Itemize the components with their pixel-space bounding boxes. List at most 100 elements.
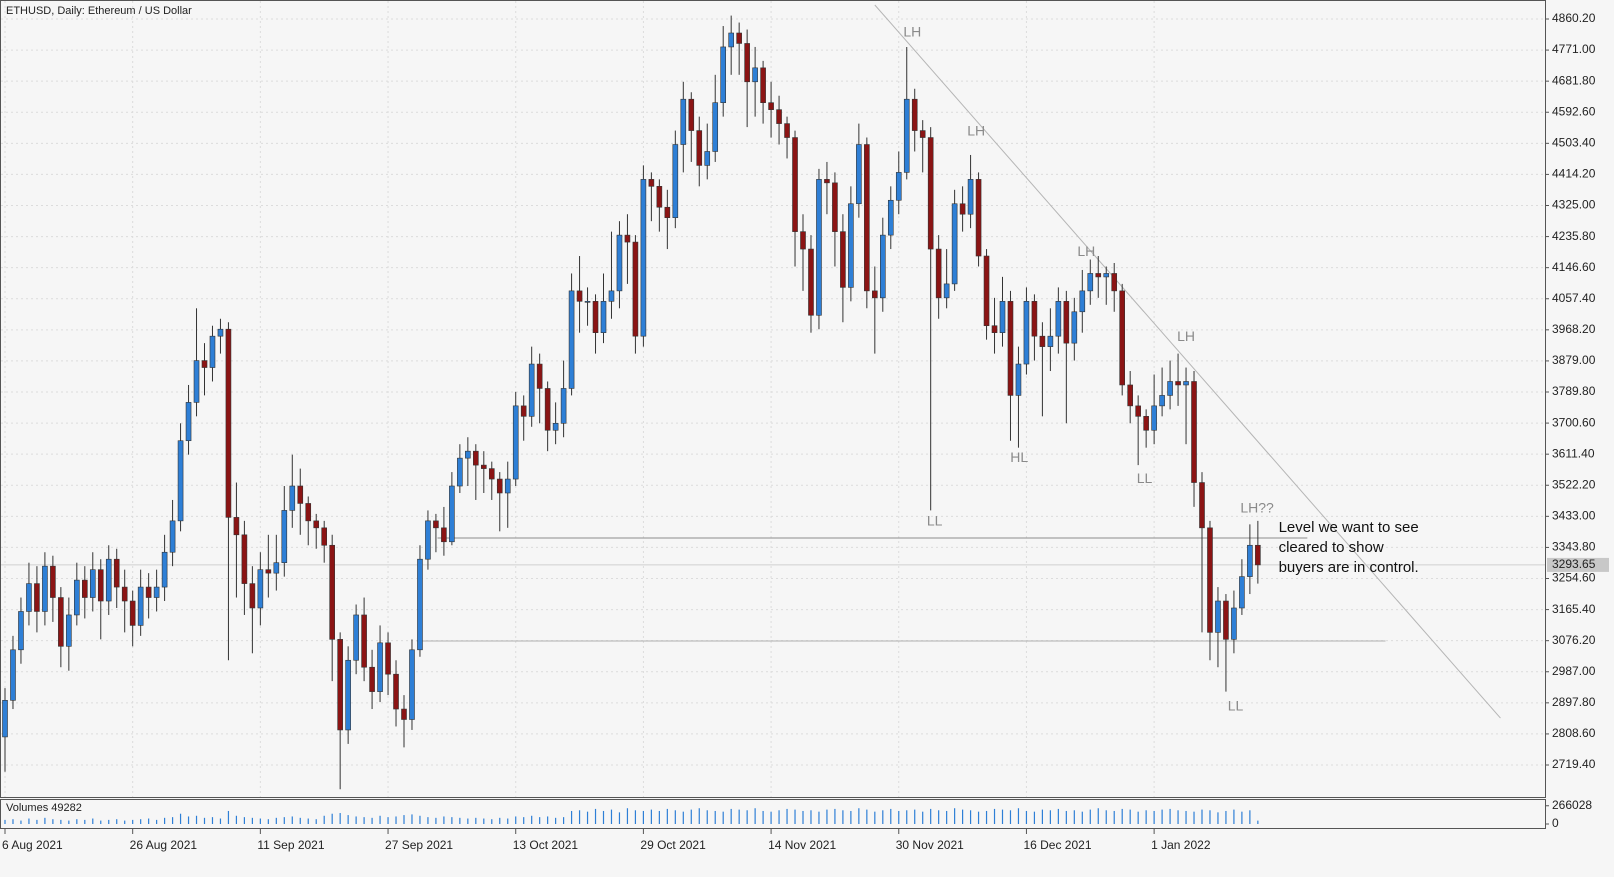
annotation: LH — [967, 123, 985, 139]
candle-body — [1023, 301, 1030, 365]
candle-body — [624, 234, 631, 243]
volume-tick-label: 0 — [1552, 816, 1559, 830]
candle-body — [616, 234, 623, 292]
candle-body — [305, 503, 312, 522]
candle-body — [401, 708, 407, 720]
candle-body — [105, 558, 112, 602]
candle-body — [1095, 273, 1102, 278]
candle-body — [18, 611, 24, 651]
candle-body — [26, 583, 32, 612]
candle-body — [82, 579, 88, 598]
candle-body — [50, 565, 56, 598]
y-tick-label: 3968.20 — [1552, 322, 1596, 336]
candle-body — [544, 388, 551, 431]
candle-body — [1119, 290, 1125, 386]
candle-body — [465, 450, 471, 459]
candle-body — [441, 527, 447, 543]
candle-body — [257, 569, 264, 609]
candle-body — [688, 98, 695, 131]
y-tick-label: 3343.80 — [1552, 540, 1596, 554]
candle-body — [536, 363, 543, 389]
candle-body — [584, 301, 591, 303]
candle-body — [385, 642, 391, 675]
candle-body — [58, 597, 64, 647]
candle-body — [951, 203, 958, 285]
y-tick-label: 4146.60 — [1552, 260, 1596, 274]
candle-body — [1175, 381, 1181, 386]
y-tick-label: 3433.00 — [1552, 509, 1596, 523]
candle-body — [1007, 301, 1014, 396]
candle-body — [720, 46, 727, 103]
candle-body — [145, 586, 152, 598]
y-tick-label: 4860.20 — [1552, 11, 1596, 25]
candle-body — [377, 642, 383, 692]
candle-body — [1127, 384, 1133, 407]
candle-body — [1055, 301, 1062, 337]
candle-body — [840, 231, 846, 288]
candle-body — [640, 179, 647, 337]
candle-body — [752, 67, 758, 83]
note-line: Level we want to see — [1279, 519, 1419, 536]
candle-body — [34, 583, 40, 612]
candle-body — [1135, 405, 1141, 417]
candle-body — [672, 144, 679, 218]
candle-body — [911, 98, 918, 131]
x-tick-label: 29 Oct 2021 — [640, 838, 706, 852]
y-tick-label: 3522.20 — [1552, 477, 1596, 491]
candle-body — [848, 203, 854, 288]
candle-body — [512, 405, 519, 480]
candle-body — [393, 673, 399, 710]
candle-body — [568, 290, 575, 389]
candle-body — [712, 102, 719, 152]
candle-body — [800, 231, 806, 250]
annotation: LL — [1228, 698, 1244, 714]
candle-body — [1071, 311, 1078, 344]
candle-body — [249, 583, 256, 609]
note-line: buyers are in control. — [1279, 559, 1419, 576]
drawn-line — [874, 4, 1501, 719]
y-tick-label: 2808.60 — [1552, 726, 1596, 740]
candle-body — [656, 186, 663, 208]
candle-body — [879, 234, 886, 299]
x-tick-label: 27 Sep 2021 — [385, 838, 453, 852]
candle-body — [217, 328, 224, 337]
candle-body — [329, 544, 335, 640]
candle-body — [895, 172, 902, 201]
x-tick-label: 26 Aug 2021 — [130, 838, 198, 852]
candle-body — [1151, 405, 1157, 431]
candle-body — [728, 32, 734, 48]
annotation: LL — [1137, 470, 1153, 486]
candle-body — [1031, 301, 1038, 337]
candle-body — [1247, 544, 1253, 577]
candle-body — [983, 255, 990, 327]
y-tick-label: 4325.00 — [1552, 198, 1596, 212]
candle-body — [1239, 576, 1245, 609]
candle-body — [864, 144, 870, 292]
candle-body — [1207, 527, 1213, 633]
candle-body — [608, 290, 615, 302]
y-tick-label: 4414.20 — [1552, 167, 1596, 181]
candle-body — [169, 520, 176, 553]
candle-body — [449, 485, 455, 543]
y-tick-label: 3611.40 — [1552, 446, 1595, 460]
candle-body — [281, 510, 288, 563]
candle-body — [409, 649, 415, 720]
candle-body — [113, 558, 120, 588]
price-pane-frame — [0, 0, 1546, 798]
candle-body — [776, 109, 782, 124]
candle-body — [337, 639, 343, 731]
candle-body — [664, 206, 671, 218]
candle-body — [887, 199, 894, 236]
candle-body — [576, 290, 583, 302]
candle-body — [552, 422, 559, 431]
candle-body — [872, 290, 878, 299]
candle-body — [425, 520, 431, 560]
candle-body — [520, 405, 527, 417]
candle-body — [121, 586, 128, 602]
last-price-box — [1547, 557, 1609, 572]
candle-body — [903, 98, 910, 173]
y-tick-label: 3700.60 — [1552, 415, 1596, 429]
candle-body — [696, 130, 703, 166]
candle-body — [10, 649, 16, 701]
last-price-label: 3293.65 — [1552, 557, 1596, 571]
